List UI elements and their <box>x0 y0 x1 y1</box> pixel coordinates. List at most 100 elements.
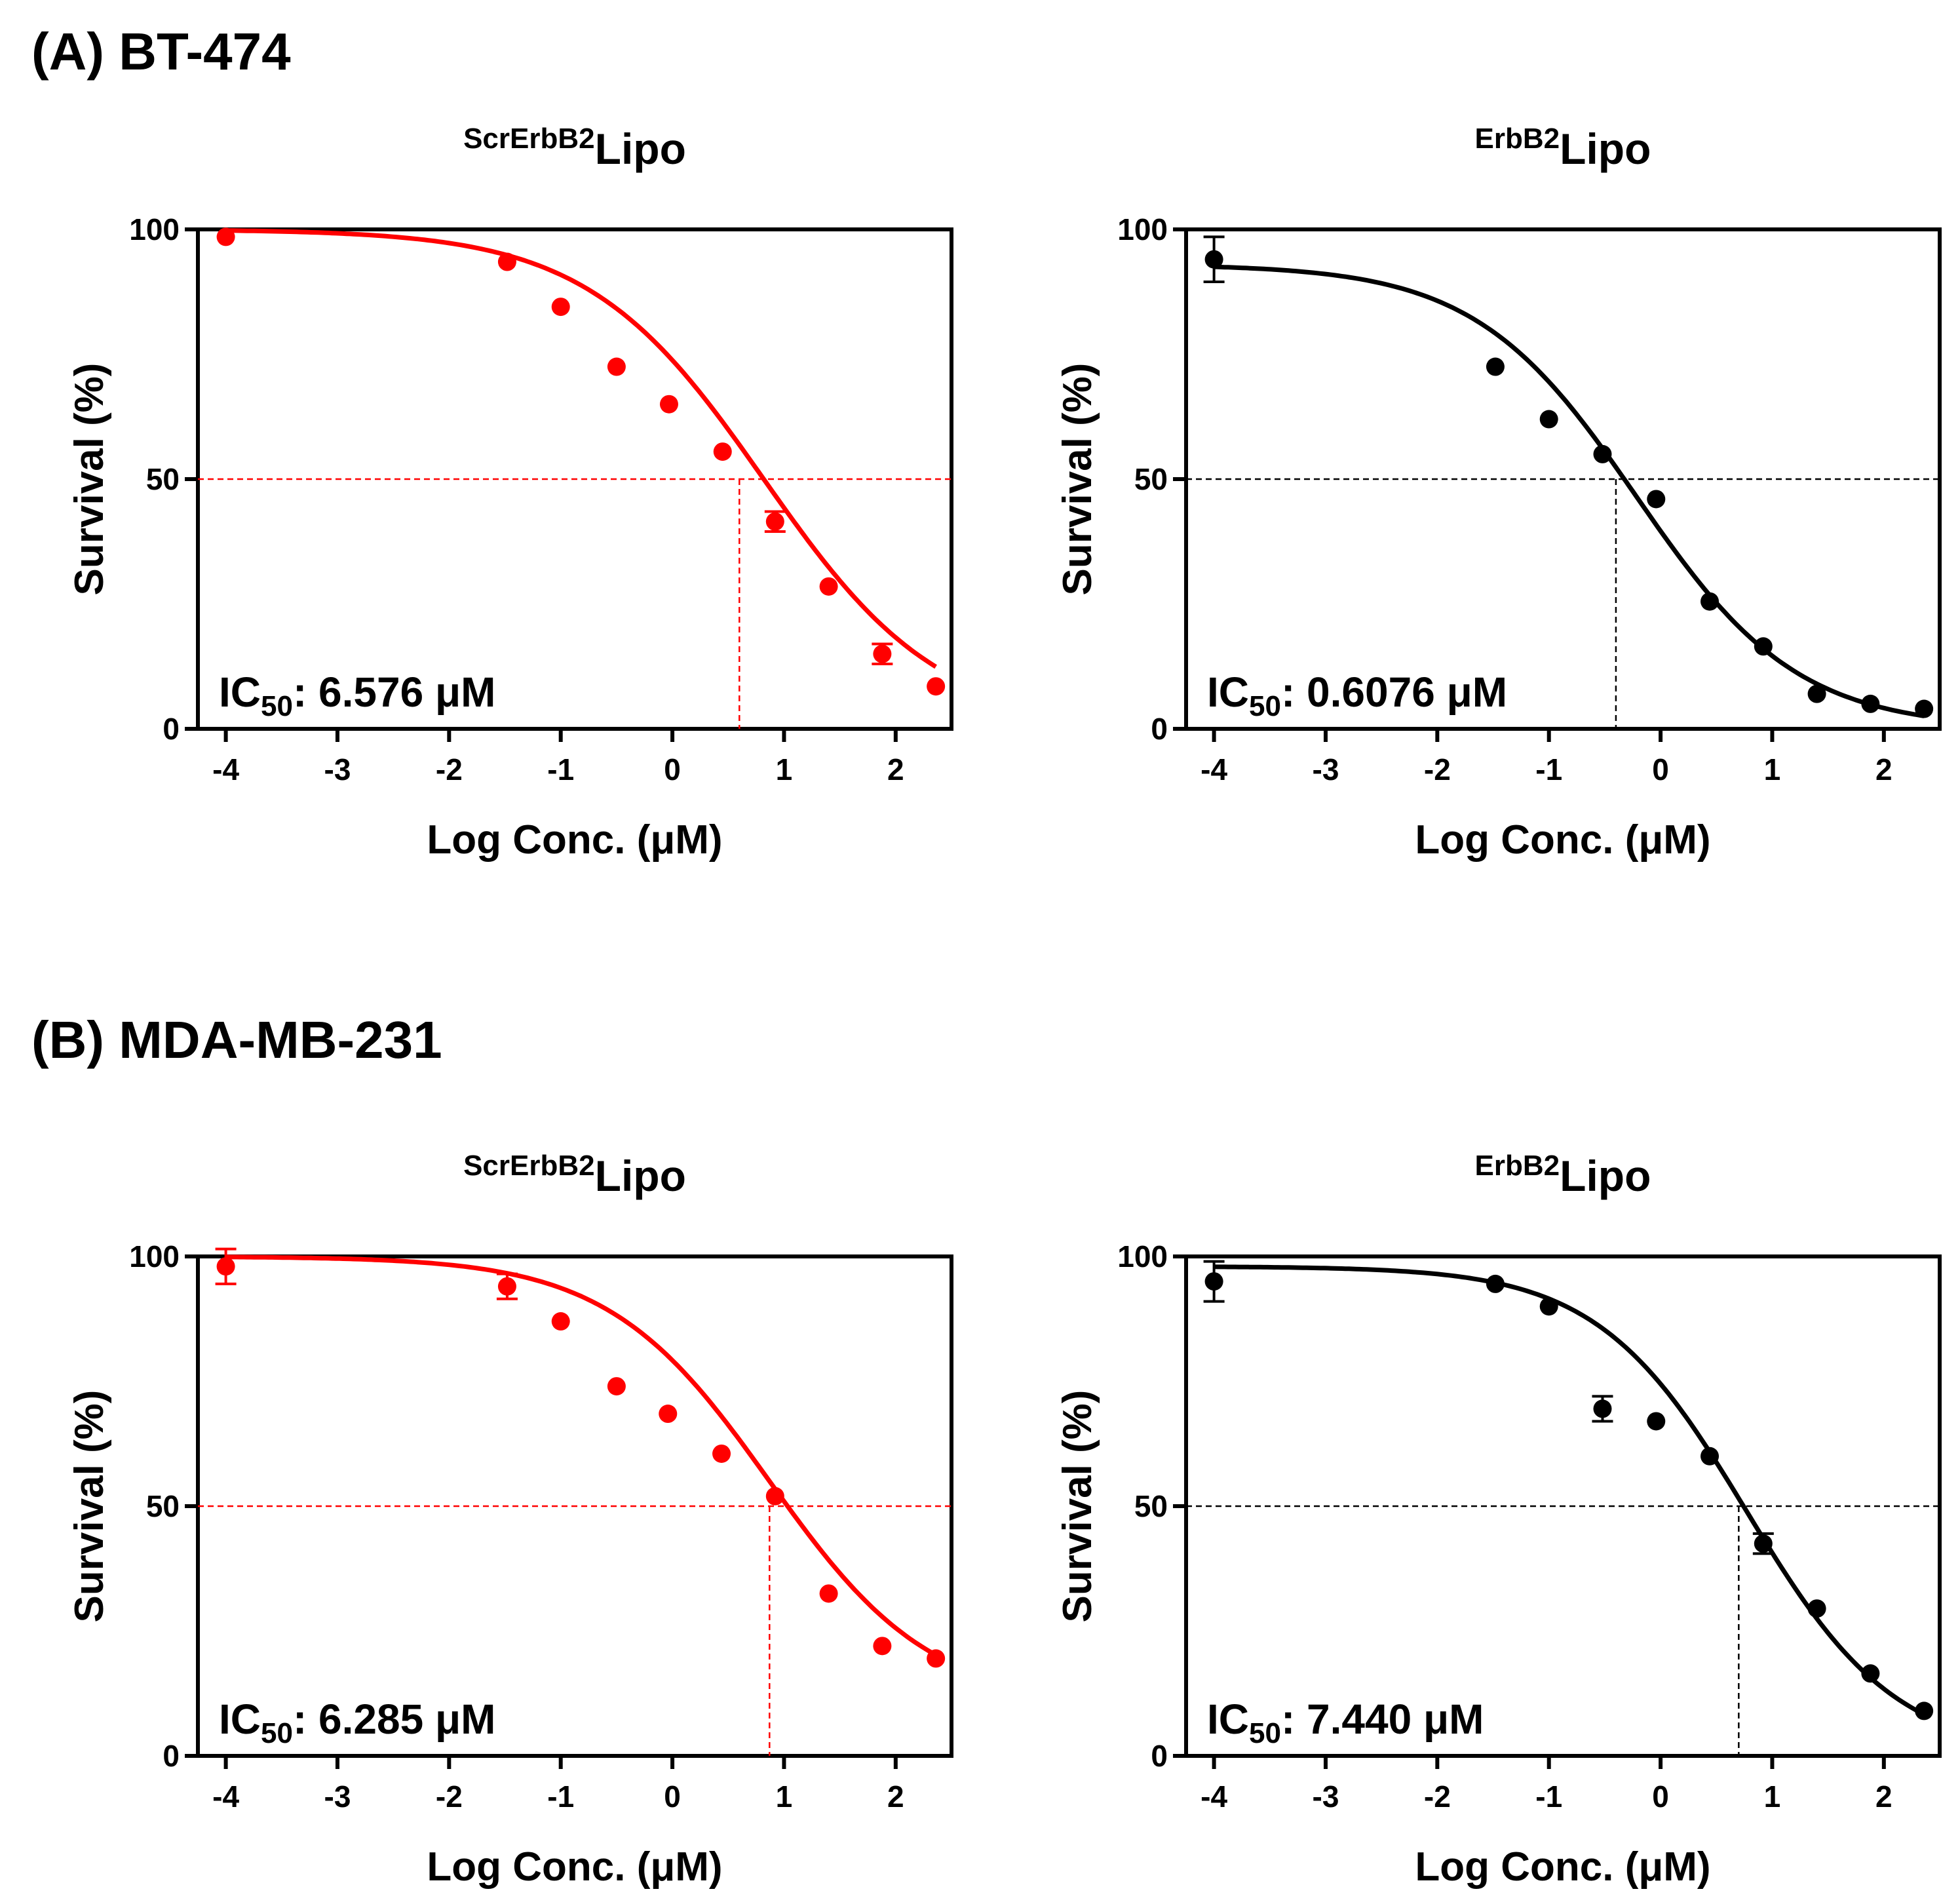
y-axis-label: Survival (%) <box>67 363 112 596</box>
panel-title-main: Lipo <box>1560 1152 1651 1200</box>
data-point <box>216 1257 235 1276</box>
panel-title-main: Lipo <box>595 125 686 173</box>
data-point <box>765 1486 784 1506</box>
data-point <box>1754 1534 1773 1553</box>
data-point <box>551 1312 570 1331</box>
panel-title-main: Lipo <box>1560 125 1651 173</box>
y-axis-label: Survival (%) <box>67 1390 112 1623</box>
data-point <box>765 512 784 531</box>
ic50-subscript: 50 <box>1249 690 1281 722</box>
x-tick-label: 2 <box>1875 752 1893 787</box>
data-point <box>1807 684 1826 703</box>
panel-mdamb231-targeted: ErbB2Lipo 0 50 100 -4 -3 -2 -1 0 1 2 Log Conc. (μM)… <box>1055 1150 1942 1890</box>
x-tick-label: -3 <box>1313 752 1339 787</box>
data-point <box>713 442 732 461</box>
ic50-value: : 6.285 μM <box>293 1696 496 1743</box>
data-point <box>1204 250 1223 269</box>
data-point <box>927 677 946 696</box>
x-tick-label: 1 <box>776 752 793 787</box>
data-point <box>1701 1447 1720 1466</box>
data-point <box>1204 1272 1223 1291</box>
y-tick-label: 100 <box>129 1239 180 1273</box>
x-tick-label: 0 <box>1652 1779 1669 1814</box>
data-point <box>607 1377 626 1396</box>
data-point <box>1647 1412 1666 1431</box>
y-tick-label: 0 <box>163 712 180 746</box>
y-tick-label: 0 <box>1151 712 1168 746</box>
section-label-b: (B) MDA-MB-231 <box>31 1011 442 1069</box>
x-tick-label: -4 <box>1201 752 1227 787</box>
x-tick-label: -1 <box>1535 752 1562 787</box>
panel-bt474-scrambled: ScrErbB2Lipo 0 50 100 -4 -3 -2 -1 0 1 2 Log Conc. (… <box>67 123 953 863</box>
x-tick-label: -1 <box>547 752 574 787</box>
y-tick-label: 50 <box>146 1489 180 1523</box>
data-point <box>551 298 570 317</box>
x-tick-label: -2 <box>436 1779 463 1814</box>
panel-title-superscript: ErbB2 <box>1475 123 1560 155</box>
x-tick-label: -4 <box>1201 1779 1227 1814</box>
panel-title: ScrErbB2Lipo <box>463 1150 686 1200</box>
ic50-prefix: IC <box>1207 669 1249 716</box>
x-tick-label: 1 <box>1764 752 1781 787</box>
y-tick-label: 50 <box>1134 1489 1168 1523</box>
fitted-curve <box>225 228 937 669</box>
fitted-curve <box>225 1254 937 1658</box>
x-axis-label: Log Conc. (μM) <box>1415 1844 1710 1890</box>
data-point <box>216 227 235 246</box>
data-point <box>1539 410 1558 429</box>
ic50-annotation: IC50: 0.6076 μM <box>1207 669 1507 722</box>
data-point <box>497 1277 516 1296</box>
panel-title-superscript: ScrErbB2 <box>463 1150 595 1182</box>
data-point <box>659 1405 678 1424</box>
data-point <box>819 1584 838 1603</box>
ic50-value: : 7.440 μM <box>1281 1696 1484 1743</box>
x-tick-label: -1 <box>1535 1779 1562 1814</box>
panel-title: ScrErbB2Lipo <box>463 123 686 173</box>
y-tick-label: 0 <box>163 1739 180 1773</box>
data-point <box>659 395 678 414</box>
data-point <box>1807 1599 1826 1618</box>
fitted-curve <box>1214 264 1925 718</box>
data-point <box>1861 1664 1880 1683</box>
x-tick-label: -2 <box>1424 1779 1451 1814</box>
panel-bt474-targeted: ErbB2Lipo 0 50 100 -4 -3 -2 -1 0 1 2 Log Conc. (μM)… <box>1055 123 1942 863</box>
x-tick-label: 1 <box>1764 1779 1781 1814</box>
data-point <box>497 252 516 271</box>
data-point <box>1539 1297 1558 1316</box>
ic50-prefix: IC <box>1207 1696 1249 1743</box>
x-tick-label: -3 <box>324 1779 351 1814</box>
y-tick-label: 0 <box>1151 1739 1168 1773</box>
x-tick-label: 0 <box>1652 752 1669 787</box>
ic50-value: : 0.6076 μM <box>1281 669 1507 716</box>
fitted-curve <box>1214 1264 1925 1717</box>
x-tick-label: -2 <box>1424 752 1451 787</box>
x-tick-label: 2 <box>887 1779 904 1814</box>
x-tick-label: -1 <box>547 1779 574 1814</box>
x-tick-label: 2 <box>1875 1779 1893 1814</box>
panel-title: ErbB2Lipo <box>1475 1150 1651 1200</box>
section-label-a: (A) BT-474 <box>31 22 291 81</box>
ic50-prefix: IC <box>219 669 261 716</box>
y-tick-label: 100 <box>1117 212 1168 246</box>
data-point <box>1647 490 1666 509</box>
data-point <box>1701 592 1720 611</box>
y-tick-label: 100 <box>129 212 180 246</box>
panel-title-superscript: ErbB2 <box>1475 1150 1560 1182</box>
x-tick-label: 0 <box>664 1779 681 1814</box>
panel-title: ErbB2Lipo <box>1475 123 1651 173</box>
x-tick-label: -4 <box>212 752 239 787</box>
y-tick-label: 50 <box>146 462 180 496</box>
data-point <box>607 357 626 376</box>
x-axis-label: Log Conc. (μM) <box>427 817 722 863</box>
data-point <box>1754 637 1773 656</box>
x-tick-label: 0 <box>664 752 681 787</box>
data-point <box>712 1444 731 1463</box>
ic50-annotation: IC50: 6.576 μM <box>219 669 495 722</box>
data-point <box>1486 357 1505 376</box>
data-point <box>1861 694 1880 713</box>
ic50-prefix: IC <box>219 1696 261 1743</box>
y-tick-label: 50 <box>1134 462 1168 496</box>
data-point <box>873 644 892 663</box>
ic50-subscript: 50 <box>261 1717 293 1749</box>
ic50-annotation: IC50: 6.285 μM <box>219 1696 495 1749</box>
